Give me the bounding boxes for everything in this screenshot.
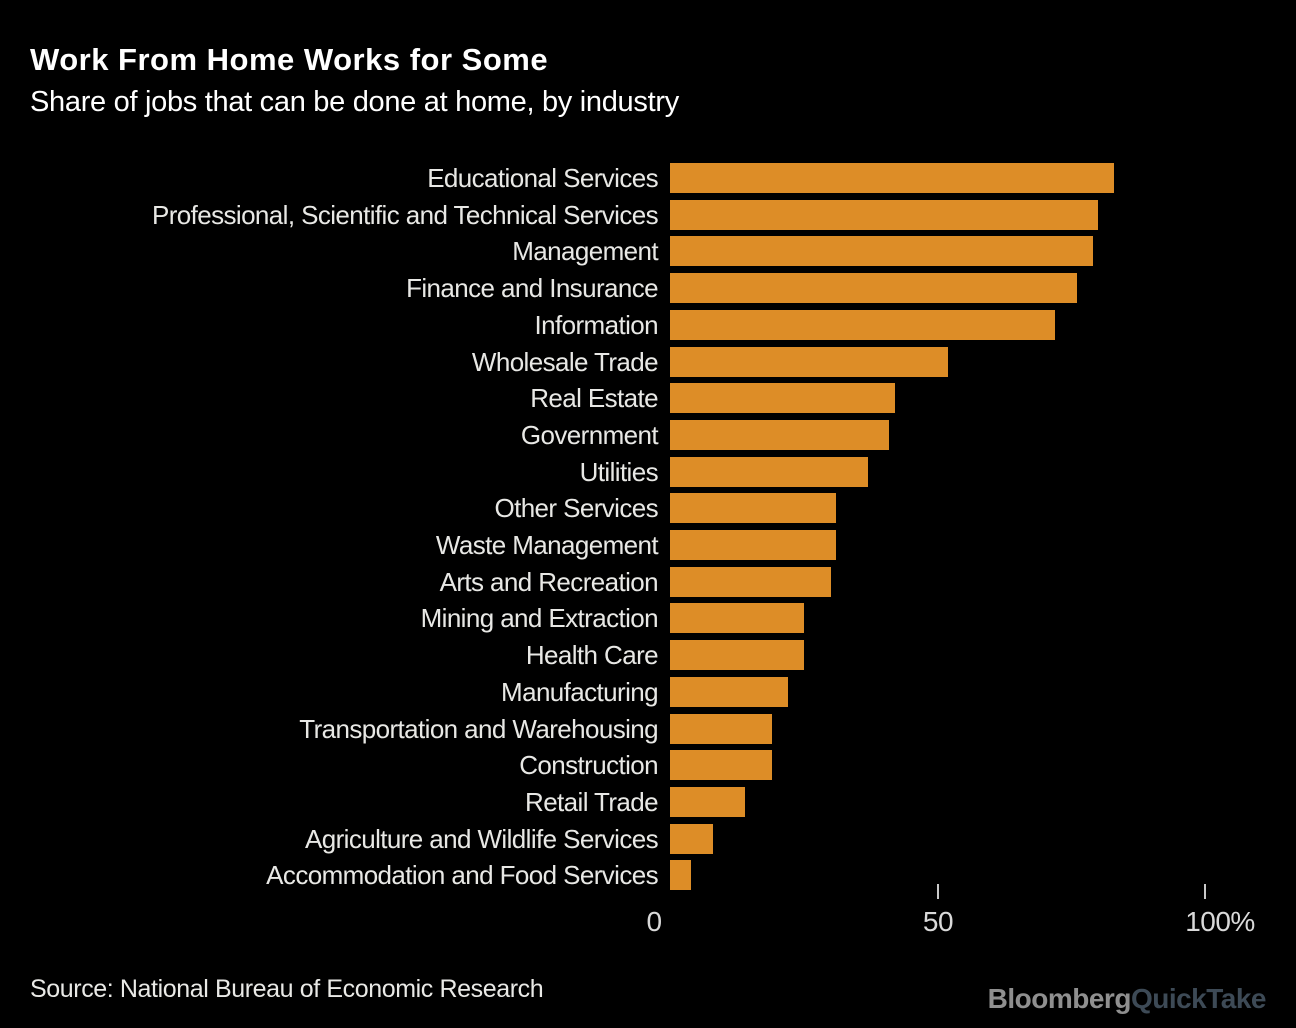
axis-tick <box>937 884 939 899</box>
category-label: Accommodation and Food Services <box>266 860 658 890</box>
category-label: Transportation and Warehousing <box>299 714 658 744</box>
bar <box>670 310 1055 340</box>
bar <box>670 273 1077 303</box>
category-label: Manufacturing <box>501 677 659 707</box>
category-label: Professional, Scientific and Technical S… <box>151 200 659 230</box>
category-label: Other Services <box>494 493 658 523</box>
category-label: Health Care <box>525 640 659 670</box>
category-label: Finance and Insurance <box>406 273 659 303</box>
bar <box>670 347 948 377</box>
bar <box>670 236 1093 266</box>
category-label: Wholesale Trade <box>471 347 659 377</box>
category-label: Utilities <box>579 457 659 487</box>
category-label: Mining and Extraction <box>420 603 659 633</box>
bar <box>670 714 772 744</box>
bar <box>670 860 691 890</box>
bar <box>670 603 804 633</box>
bar <box>670 420 889 450</box>
axis-tick-label: 100% <box>1185 906 1255 937</box>
axis-tick-label: 50 <box>922 906 954 937</box>
chart-subtitle: Share of jobs that can be done at home, … <box>30 86 679 118</box>
source-note: Source: National Bureau of Economic Rese… <box>30 975 544 1003</box>
bar <box>670 383 895 413</box>
bar <box>670 567 831 597</box>
bar <box>670 457 868 487</box>
category-label: Management <box>512 236 658 266</box>
bar <box>670 824 713 854</box>
logo-quicktake: QuickTake <box>1130 983 1267 1014</box>
bar <box>670 163 1114 193</box>
category-label: Information <box>534 310 659 340</box>
bar <box>670 493 836 523</box>
bar <box>670 677 788 707</box>
chart-title: Work From Home Works for Some <box>30 42 549 77</box>
bloomberg-quicktake-logo: BloombergQuickTake <box>987 983 1267 1015</box>
category-label: Retail Trade <box>525 787 659 817</box>
bar <box>670 640 804 670</box>
bar <box>670 200 1098 230</box>
logo-bloomberg: Bloomberg <box>987 983 1132 1014</box>
category-label: Agriculture and Wildlife Services <box>304 824 659 854</box>
bar <box>670 787 745 817</box>
bar <box>670 530 836 560</box>
category-label: Arts and Recreation <box>439 567 659 597</box>
axis-tick <box>1204 884 1206 899</box>
category-label: Waste Management <box>435 530 659 560</box>
bar <box>670 750 772 780</box>
axis-tick-label: 0 <box>646 906 662 937</box>
category-label: Educational Services <box>427 163 658 193</box>
category-label: Real Estate <box>530 383 658 413</box>
category-label: Government <box>520 420 659 450</box>
category-label: Construction <box>519 750 658 780</box>
